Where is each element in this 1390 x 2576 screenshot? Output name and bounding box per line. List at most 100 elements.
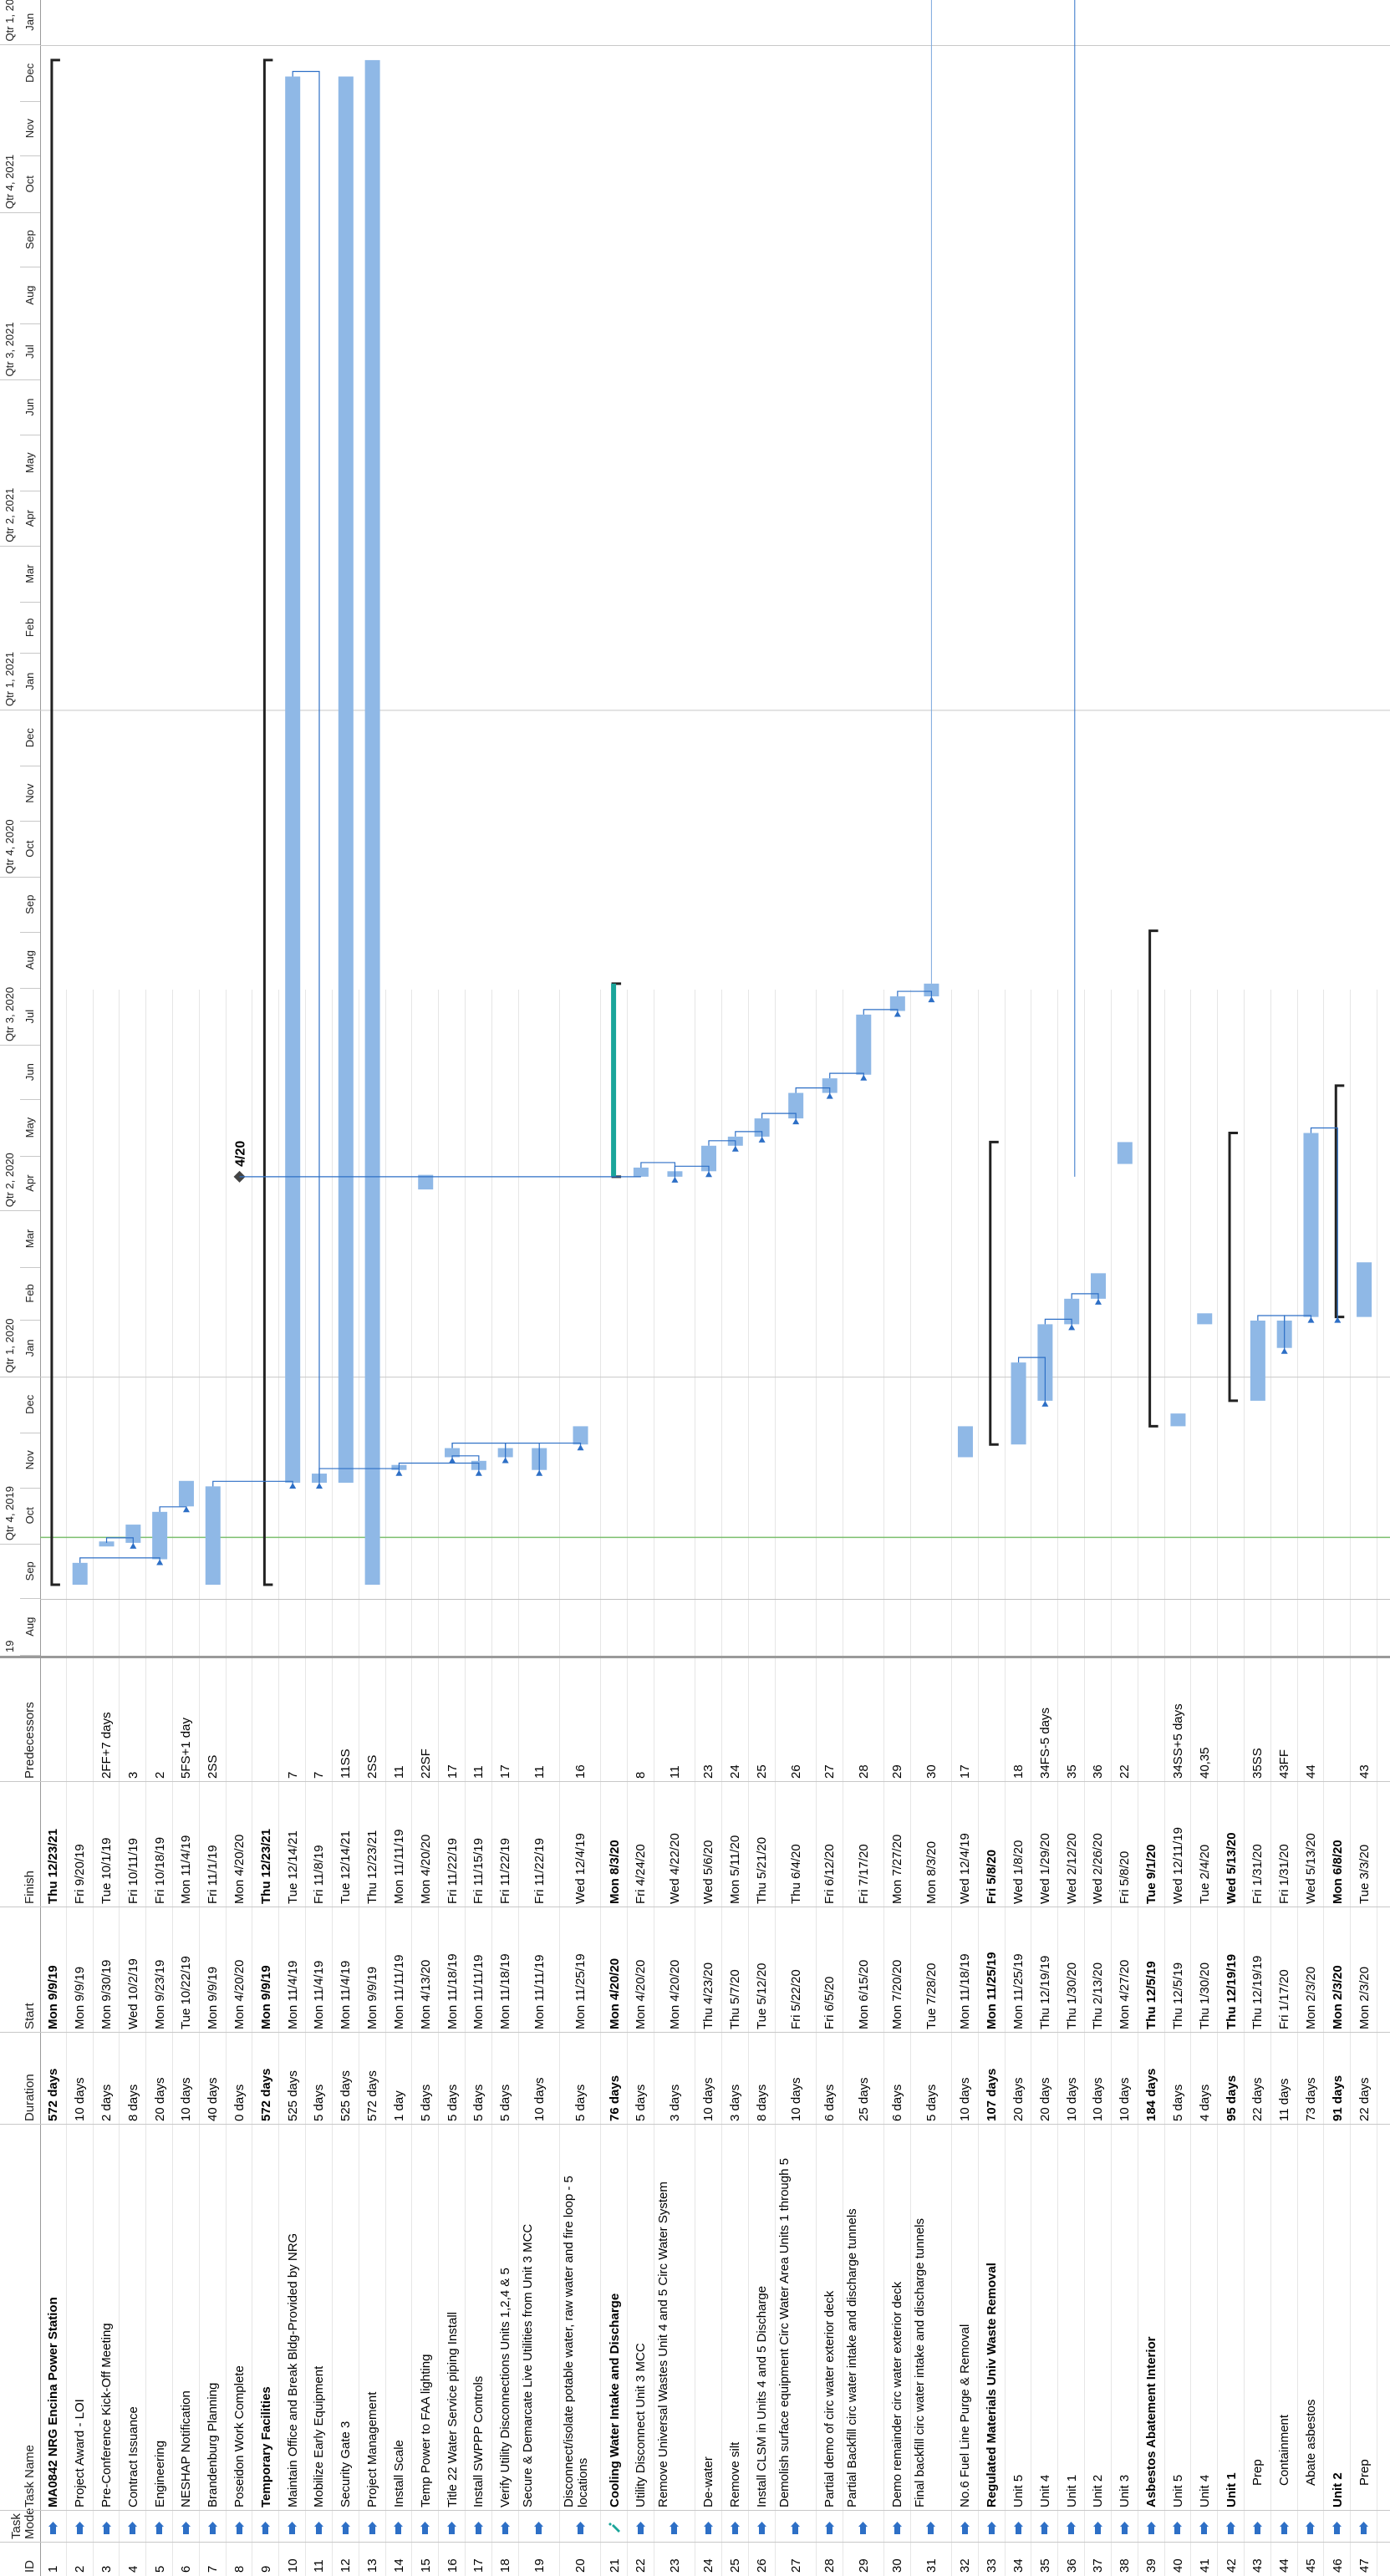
task-name[interactable]: Unit 4 [1197, 2474, 1212, 2507]
task-predecessors[interactable]: 25 [755, 1764, 770, 1779]
table-row[interactable]: 22 Utility Disconnect Unit 3 MCC 5 days Mon… [627, 990, 654, 2576]
task-duration[interactable]: 10 days [532, 2077, 547, 2121]
task-finish[interactable]: Fri 9/20/19 [73, 1844, 88, 1904]
task-duration[interactable]: 572 days [258, 2068, 273, 2121]
task-predecessors[interactable]: 43FF [1277, 1749, 1292, 1779]
task-finish[interactable]: Thu 12/23/21 [258, 1828, 273, 1904]
task-predecessors[interactable]: 7 [312, 1771, 327, 1779]
task-start[interactable]: Mon 11/4/19 [339, 1960, 354, 2029]
table-row[interactable]: 39 Asbestos Abatement Interior 184 days Thu… [1138, 990, 1165, 2576]
task-name[interactable]: Remove Universal Wastes Unit 4 and 5 Cir… [655, 2181, 670, 2507]
task-duration[interactable]: 10 days [788, 2077, 803, 2121]
task-start[interactable]: Tue 5/12/20 [755, 1963, 770, 2029]
task-name[interactable]: Disconnect/isolate potable water, raw wa… [561, 2176, 590, 2507]
task-name[interactable]: Asbestos Abatement Interior [1144, 2336, 1159, 2508]
task-predecessors[interactable]: 28 [856, 1764, 871, 1779]
task-duration[interactable]: 1 day [391, 2090, 406, 2121]
task-duration[interactable]: 0 days [232, 2084, 247, 2121]
task-start[interactable]: Thu 5/7/20 [728, 1969, 743, 2029]
task-start[interactable]: Mon 4/20/20 [667, 1959, 682, 2029]
task-start[interactable]: Thu 12/5/19 [1144, 1961, 1159, 2029]
task-finish[interactable]: Mon 11/11/19 [391, 1829, 406, 1904]
task-predecessors[interactable]: 23 [701, 1764, 716, 1779]
task-start[interactable]: Thu 12/19/19 [1250, 1955, 1265, 2029]
task-start[interactable]: Mon 11/25/19 [985, 1952, 1000, 2029]
task-finish[interactable]: Tue 2/4/20 [1197, 1844, 1212, 1904]
task-duration[interactable]: 525 days [285, 2070, 300, 2121]
task-duration[interactable]: 10 days [1091, 2077, 1106, 2121]
task-name[interactable]: Poseidon Work Complete [232, 2365, 247, 2507]
table-row[interactable]: 41 Unit 4 4 days Thu 1/30/20 Tue 2/4/20 40,35 [1191, 990, 1219, 2576]
task-duration[interactable]: 10 days [179, 2077, 194, 2121]
task-name[interactable]: Unit 2 [1091, 2474, 1106, 2507]
table-chart-splitter[interactable] [0, 1656, 1390, 1658]
task-duration[interactable]: 5 days [312, 2084, 327, 2121]
task-predecessors[interactable]: 2 [152, 1771, 167, 1779]
task-duration[interactable]: 76 days [607, 2075, 622, 2121]
task-predecessors[interactable]: 11 [532, 1765, 547, 1779]
task-start[interactable]: Mon 4/20/20 [634, 1959, 649, 2029]
task-name[interactable]: Partial demo of circ water exterior deck [822, 2290, 838, 2507]
task-start[interactable]: Mon 2/3/20 [1330, 1965, 1345, 2029]
task-duration[interactable]: 11 days [1277, 2078, 1292, 2121]
task-start[interactable]: Mon 9/9/19 [365, 1966, 380, 2029]
task-predecessors[interactable]: 2SS [206, 1754, 221, 1779]
task-duration[interactable]: 8 days [755, 2084, 770, 2121]
task-predecessors[interactable]: 2FF+7 days [99, 1712, 114, 1779]
task-duration[interactable]: 40 days [206, 2077, 221, 2121]
task-start[interactable]: Thu 4/23/20 [701, 1962, 716, 2029]
col-name-header[interactable]: Task Name [23, 2444, 37, 2507]
task-predecessors[interactable]: 11 [391, 1765, 406, 1779]
task-start[interactable]: Mon 9/30/19 [99, 1959, 114, 2029]
task-duration[interactable]: 10 days [958, 2077, 973, 2121]
table-row[interactable]: 2 Project Award - LOI 10 days Mon 9/9/19 Fri… [66, 990, 94, 2576]
task-predecessors[interactable]: 40,35 [1197, 1747, 1212, 1779]
task-name[interactable]: Demo remainder circ water exterior deck [890, 2281, 905, 2507]
task-duration[interactable]: 5 days [634, 2084, 649, 2121]
task-duration[interactable]: 525 days [339, 2070, 354, 2121]
task-predecessors[interactable]: 18 [1011, 1764, 1026, 1779]
task-start[interactable]: Mon 2/3/20 [1303, 1966, 1318, 2029]
task-duration[interactable]: 3 days [728, 2084, 743, 2121]
task-finish[interactable]: Fri 11/22/19 [498, 1838, 513, 1904]
table-row[interactable]: 47 Prep 22 days Mon 2/3/20 Tue 3/3/20 43 [1351, 990, 1377, 2576]
task-name[interactable]: Unit 5 [1170, 2474, 1185, 2507]
task-start[interactable]: Mon 2/3/20 [1357, 1966, 1372, 2029]
table-row[interactable]: 30 Demo remainder circ water exterior dec… [883, 990, 911, 2576]
table-row[interactable]: 40 Unit 5 5 days Thu 12/5/19 Wed 12/11/19 34S… [1164, 990, 1192, 2576]
task-start[interactable]: Thu 2/13/20 [1091, 1962, 1106, 2029]
table-row[interactable]: 4 Contract Issuance 8 days Wed 10/2/19 Fri 1… [120, 990, 147, 2576]
task-duration[interactable]: 572 days [365, 2070, 380, 2121]
table-row[interactable]: 8 Poseidon Work Complete 0 days Mon 4/20/20… [226, 990, 253, 2576]
task-name[interactable]: Project Management [365, 2391, 380, 2507]
task-finish[interactable]: Fri 11/1/19 [206, 1845, 221, 1904]
task-finish[interactable]: Wed 5/6/20 [701, 1840, 716, 1904]
task-finish[interactable]: Mon 5/11/20 [728, 1835, 743, 1904]
task-predecessors[interactable]: 8 [634, 1771, 649, 1779]
task-name[interactable]: Title 22 Water Service piping Install [445, 2312, 460, 2507]
task-duration[interactable]: 91 days [1330, 2075, 1345, 2121]
task-predecessors[interactable]: 26 [788, 1764, 803, 1779]
table-row[interactable]: 37 Unit 2 10 days Thu 2/13/20 Wed 2/26/20 36 [1085, 990, 1112, 2576]
col-start-header[interactable]: Start [23, 2003, 37, 2029]
task-duration[interactable]: 3 days [667, 2084, 682, 2121]
task-duration[interactable]: 20 days [152, 2077, 167, 2121]
task-finish[interactable]: Tue 10/1/19 [99, 1837, 114, 1904]
table-row[interactable]: 26 Install CLSM in Units 4 and 5 Discharg… [748, 990, 776, 2576]
table-row[interactable]: 11 Mobilize Early Equipment 5 days Mon 11/4… [306, 990, 333, 2576]
table-row[interactable]: 21 Cooling Water Intake and Discharge 76 d… [601, 990, 628, 2576]
task-duration[interactable]: 95 days [1224, 2075, 1239, 2121]
task-name[interactable]: MA0842 NRG Encina Power Station [46, 2297, 61, 2507]
task-name[interactable]: Install SWPPP Controls [471, 2375, 486, 2507]
col-mode-header[interactable]: Task Mode [9, 2507, 37, 2539]
task-duration[interactable]: 6 days [890, 2084, 905, 2121]
task-predecessors[interactable]: 27 [822, 1764, 838, 1779]
task-name[interactable]: Regulated Materials Univ Waste Removal [985, 2263, 1000, 2507]
task-start[interactable]: Mon 7/20/20 [890, 1959, 905, 2029]
task-name[interactable]: Maintain Office and Break Bldg-Provided … [285, 2232, 300, 2507]
task-finish[interactable]: Fri 7/17/20 [856, 1844, 871, 1904]
table-row[interactable]: 19 Secure & Demarcate Live Utilities from… [518, 990, 560, 2576]
table-row[interactable]: 14 Install Scale 1 day Mon 11/11/19 Mon 11/1… [385, 990, 413, 2576]
task-duration[interactable]: 10 days [1064, 2077, 1079, 2121]
task-start[interactable]: Tue 10/22/19 [179, 1956, 194, 2029]
